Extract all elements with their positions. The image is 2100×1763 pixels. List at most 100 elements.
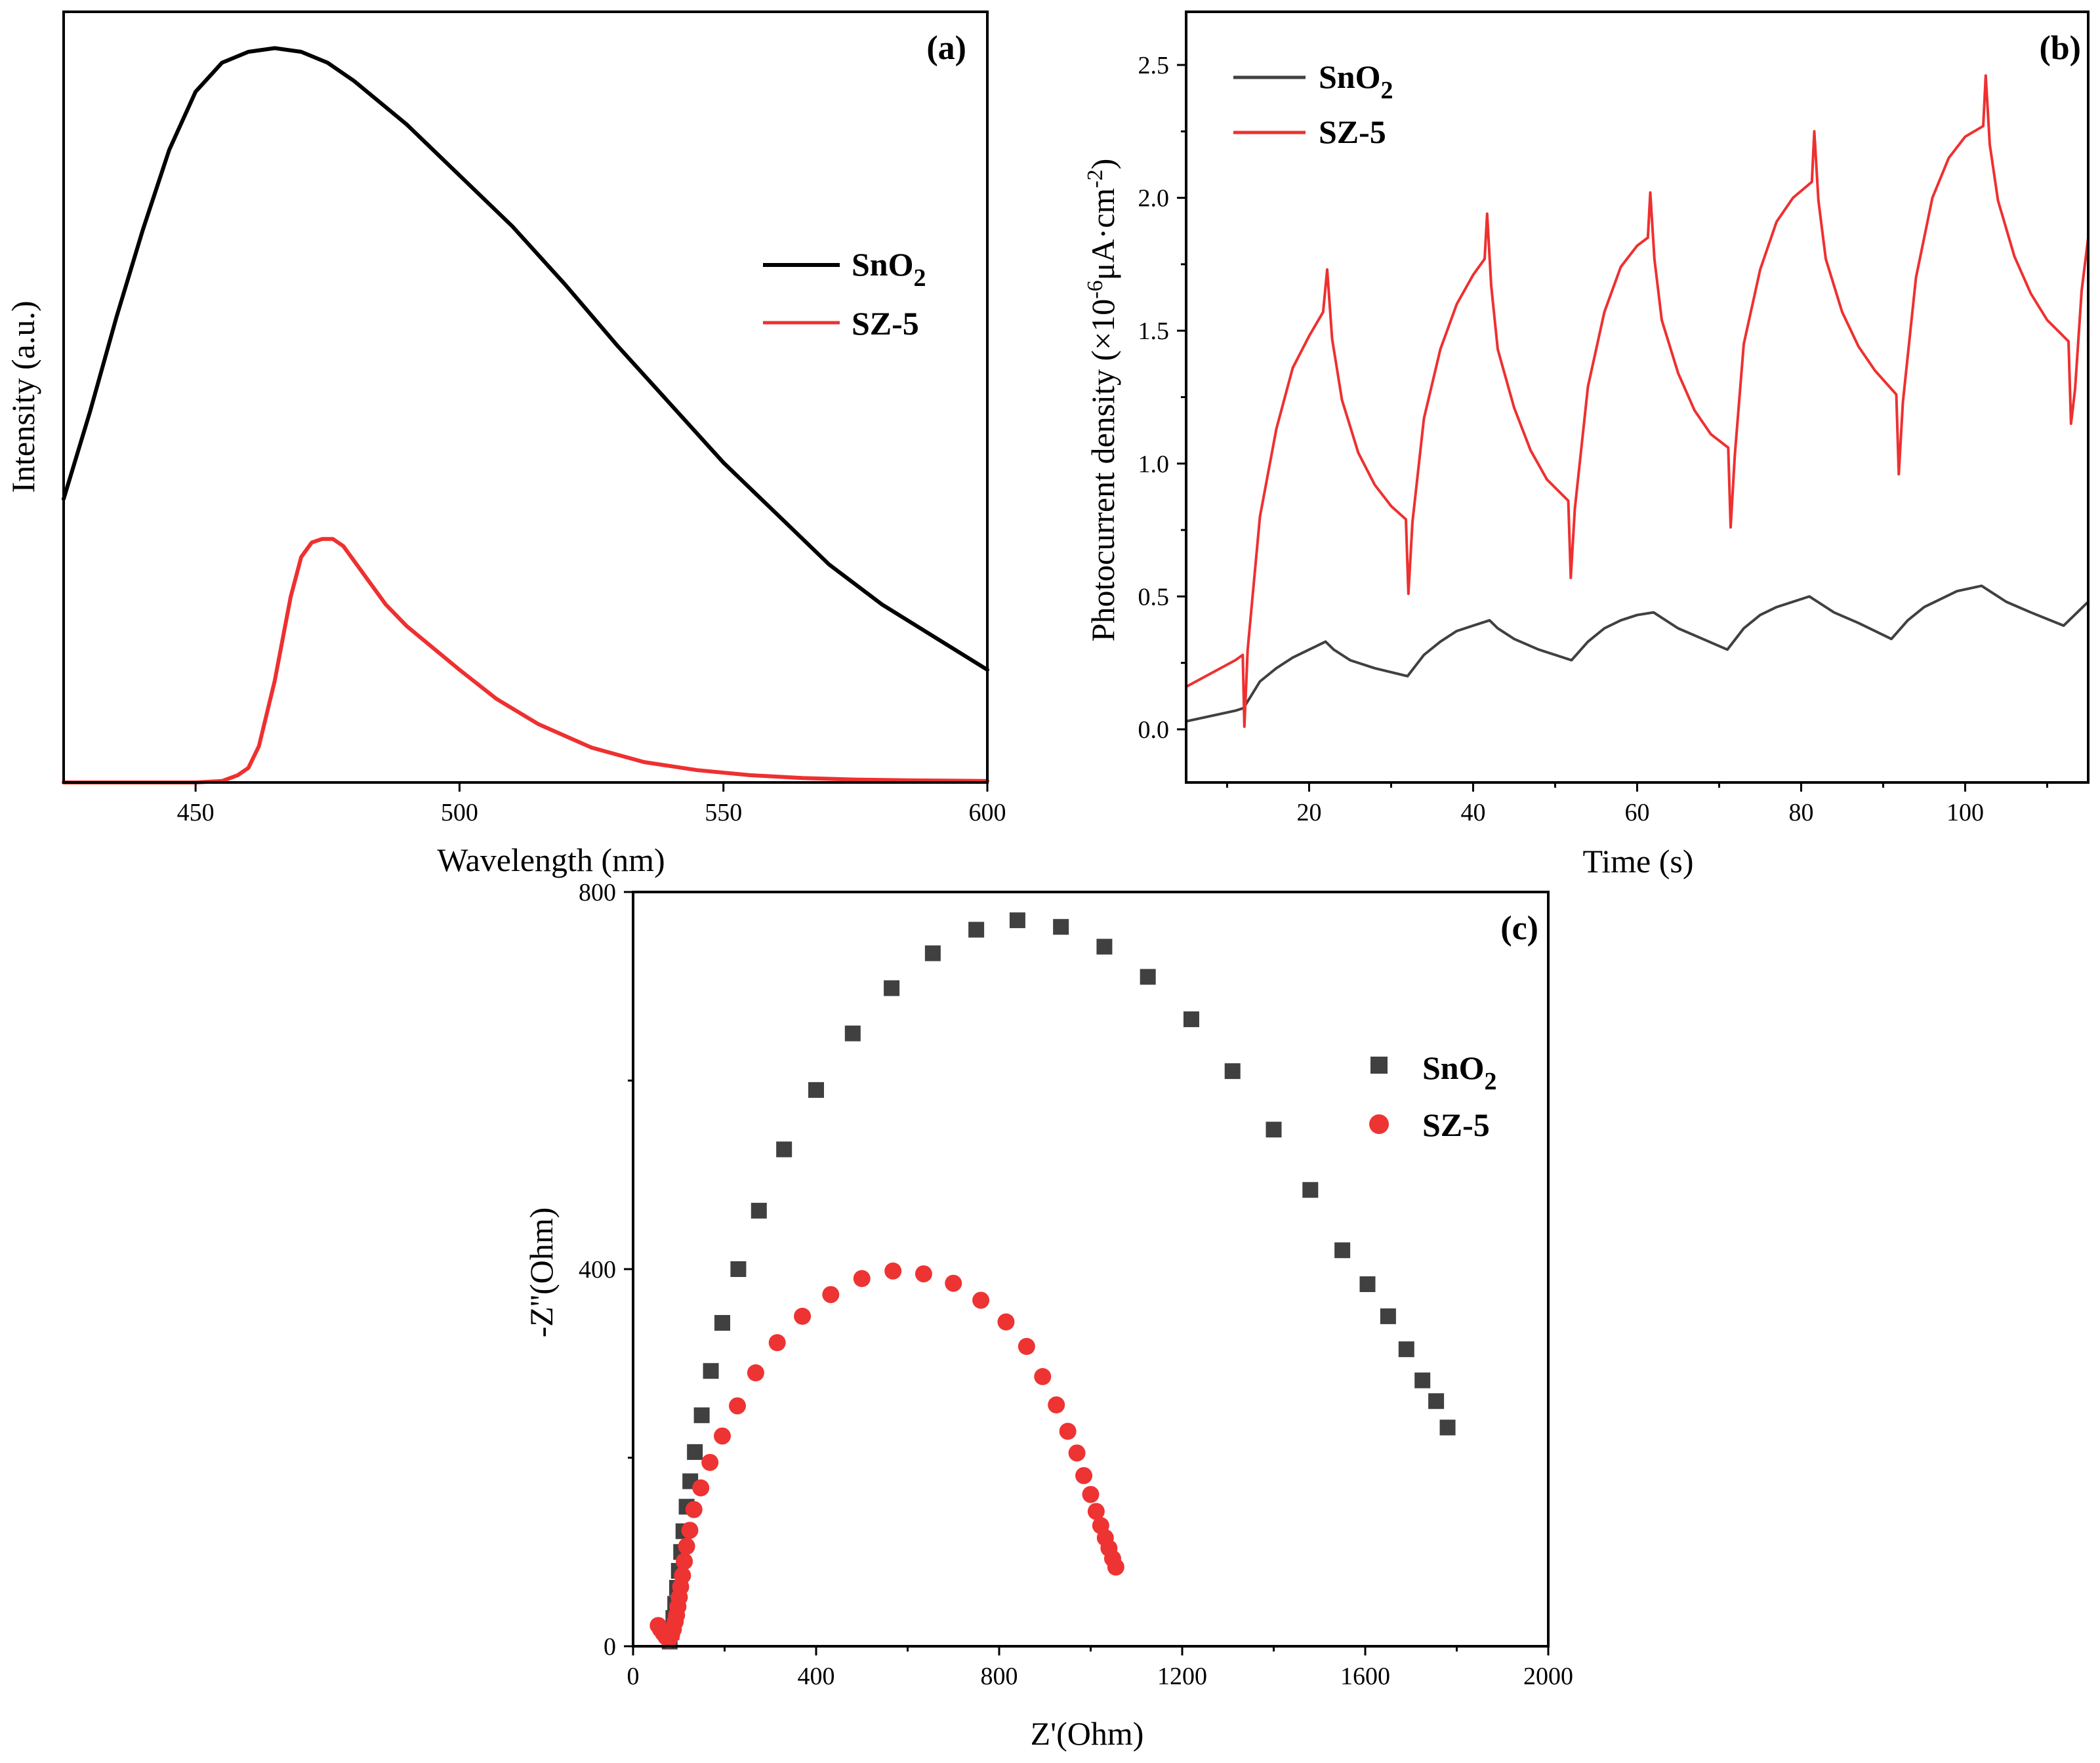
panel-b-y-axis-title-sup2: -2 bbox=[1083, 169, 1107, 188]
panel-b-y-tick-label: 2.0 bbox=[1138, 185, 1170, 213]
panel-c-legend: SnO2 SZ-5 bbox=[1369, 1049, 1497, 1143]
panel-c-x-tick-label: 2000 bbox=[1523, 1663, 1573, 1690]
panel-c-point-sno2 bbox=[1053, 919, 1069, 935]
panel-c-point-sz5 bbox=[768, 1334, 786, 1352]
panel-c-x-tick-label: 800 bbox=[981, 1663, 1018, 1690]
panel-c-point-sz5 bbox=[1059, 1423, 1077, 1440]
panel-c-x-tick-label: 0 bbox=[627, 1663, 640, 1690]
panel-a-legend: SnO2 SZ-5 bbox=[763, 246, 926, 342]
panel-b-y-tick-label: 1.0 bbox=[1138, 451, 1170, 478]
panel-c-point-sno2 bbox=[844, 1025, 861, 1042]
panel-c-point-sz5 bbox=[681, 1522, 699, 1539]
panel-c-point-sz5 bbox=[685, 1501, 703, 1518]
panel-b-x-tick-label: 80 bbox=[1789, 799, 1814, 826]
panel-c-point-sno2 bbox=[1428, 1393, 1445, 1409]
panel-c-point-sno2 bbox=[968, 922, 985, 938]
panel-b-y-tick-label: 0.0 bbox=[1138, 716, 1170, 744]
panel-a-x-tick-label: 450 bbox=[177, 799, 215, 826]
panel-c-point-sz5 bbox=[884, 1262, 902, 1280]
panel-c-x-axis-title: Z'(Ohm) bbox=[1031, 1715, 1144, 1752]
panel-b-series-line-sz5 bbox=[1185, 74, 2090, 728]
panel-b-series-line-sno2 bbox=[1185, 584, 2090, 723]
panel-c-legend-label-sno2-sub: 2 bbox=[1485, 1068, 1497, 1095]
panel-c-point-sno2 bbox=[924, 945, 941, 962]
panel-c-point-sz5 bbox=[972, 1291, 990, 1309]
panel-c-point-sno2 bbox=[776, 1141, 793, 1158]
panel-c-point-sno2 bbox=[1359, 1276, 1376, 1292]
panel-c-point-sz5 bbox=[747, 1364, 764, 1382]
panel-c-point-sz5 bbox=[674, 1567, 691, 1585]
panel-b-y-axis-title-part2: μA·cm bbox=[1084, 188, 1121, 281]
panel-c-point-sz5 bbox=[714, 1427, 731, 1445]
panel-b-legend-label-sno2: SnO2 bbox=[1319, 58, 1393, 104]
panel-c-point-sz5 bbox=[794, 1307, 812, 1325]
panel-c-point-sz5 bbox=[692, 1479, 710, 1497]
panel-c-y-tick-label: 0 bbox=[604, 1633, 616, 1661]
panel-b-series bbox=[1185, 74, 2090, 728]
panel-c-point-sz5 bbox=[701, 1453, 719, 1471]
panel-c-point-sno2 bbox=[1380, 1308, 1396, 1324]
panel-a: 450 500 550 600 (a) Wavelength (nm) Intensi… bbox=[5, 10, 1006, 878]
panel-c-y-tick-label: 400 bbox=[579, 1256, 616, 1284]
panel-c-point-sz5 bbox=[915, 1265, 932, 1283]
panel-b-y-axis-title-part1: Photocurrent density (×10 bbox=[1084, 299, 1121, 642]
panel-b-y-tick-label: 1.5 bbox=[1138, 317, 1170, 345]
panel-b-y-axis-title-sup1: -6 bbox=[1083, 280, 1107, 298]
panel-a-label: (a) bbox=[926, 30, 966, 67]
panel-c-point-sno2 bbox=[1334, 1242, 1351, 1259]
panel-c-point-sno2 bbox=[1414, 1372, 1431, 1388]
panel-c-point-sno2 bbox=[730, 1261, 747, 1277]
panel-b-x-tick-label: 60 bbox=[1625, 799, 1650, 826]
panel-c-point-sno2 bbox=[884, 980, 900, 996]
panel-c-point-sno2 bbox=[751, 1202, 767, 1219]
panel-c-point-sno2 bbox=[687, 1444, 703, 1460]
panel-c-point-sz5 bbox=[1048, 1396, 1065, 1413]
panel-b-legend-label-sno2-sub: 2 bbox=[1381, 77, 1393, 104]
panel-b-x-tick-label: 100 bbox=[1946, 799, 1984, 826]
panel-b-legend-label-sz5: SZ-5 bbox=[1319, 113, 1386, 150]
panel-c-y-axis-title: -Z''(Ohm) bbox=[523, 1207, 560, 1338]
panel-c-legend-marker-sz5 bbox=[1369, 1114, 1389, 1134]
panel-c-point-sz5 bbox=[1107, 1558, 1124, 1576]
panel-c-point-sno2 bbox=[808, 1082, 824, 1098]
panel-c-x-tick-label: 400 bbox=[798, 1663, 835, 1690]
panel-a-x-axis-title: Wavelength (nm) bbox=[437, 841, 665, 878]
panel-a-series bbox=[62, 46, 989, 784]
panel-b-legend: SnO2 SZ-5 bbox=[1233, 58, 1393, 150]
panel-a-series-line-sz5 bbox=[62, 537, 989, 784]
panel-c-point-sno2 bbox=[1266, 1122, 1282, 1138]
panel-c-point-sno2 bbox=[703, 1363, 719, 1379]
panel-c-point-sno2 bbox=[1183, 1011, 1199, 1028]
panel-c-point-sz5 bbox=[678, 1537, 695, 1555]
panel-c-point-sno2 bbox=[714, 1314, 731, 1331]
panel-b-x-axis-title: Time (s) bbox=[1582, 843, 1693, 880]
panel-c-point-sz5 bbox=[945, 1274, 962, 1292]
panel-c-point-sno2 bbox=[1224, 1063, 1241, 1080]
panel-b-x-tick-label: 40 bbox=[1461, 799, 1486, 826]
panel-b-y-axis-title-part3: ) bbox=[1084, 159, 1121, 170]
panel-b-legend-label-sno2-main: SnO bbox=[1319, 58, 1381, 95]
panel-c-ticks: 0 400 800 1200 1600 2000 0 400 800 bbox=[579, 879, 1573, 1690]
panel-a-legend-label-sno2-main: SnO bbox=[852, 246, 914, 283]
panel-a-y-axis-title: Intensity (a.u.) bbox=[5, 301, 41, 493]
panel-c-point-sz5 bbox=[822, 1286, 840, 1303]
panel-a-plot-frame bbox=[62, 10, 989, 784]
panel-c-point-sz5 bbox=[1068, 1444, 1086, 1462]
panel-c-point-sz5 bbox=[853, 1270, 871, 1287]
panel-b-ticks: 20 40 60 80 100 0.0 0.5 1.0 1.5 2.0 2.5 bbox=[1138, 52, 2048, 826]
panel-c-x-tick-label: 1200 bbox=[1157, 1663, 1207, 1690]
panel-a-x-tick-label: 500 bbox=[441, 799, 478, 826]
panel-b-y-tick-label: 2.5 bbox=[1138, 52, 1170, 79]
panel-c-point-sz5 bbox=[1034, 1368, 1052, 1385]
panel-c-point-sno2 bbox=[1140, 969, 1156, 985]
panel-a-series-line-sno2 bbox=[62, 46, 989, 672]
panel-b-y-tick-label: 0.5 bbox=[1138, 583, 1170, 611]
panel-b-y-axis-title: Photocurrent density (×10-6μA·cm-2) bbox=[1083, 159, 1121, 642]
panel-c-legend-label-sno2: SnO2 bbox=[1422, 1049, 1497, 1095]
panel-c-point-sz5 bbox=[997, 1313, 1015, 1331]
panel-c-point-sz5 bbox=[1082, 1486, 1100, 1503]
panel-c-point-sz5 bbox=[1075, 1467, 1093, 1484]
panel-a-x-tick-label: 550 bbox=[705, 799, 742, 826]
